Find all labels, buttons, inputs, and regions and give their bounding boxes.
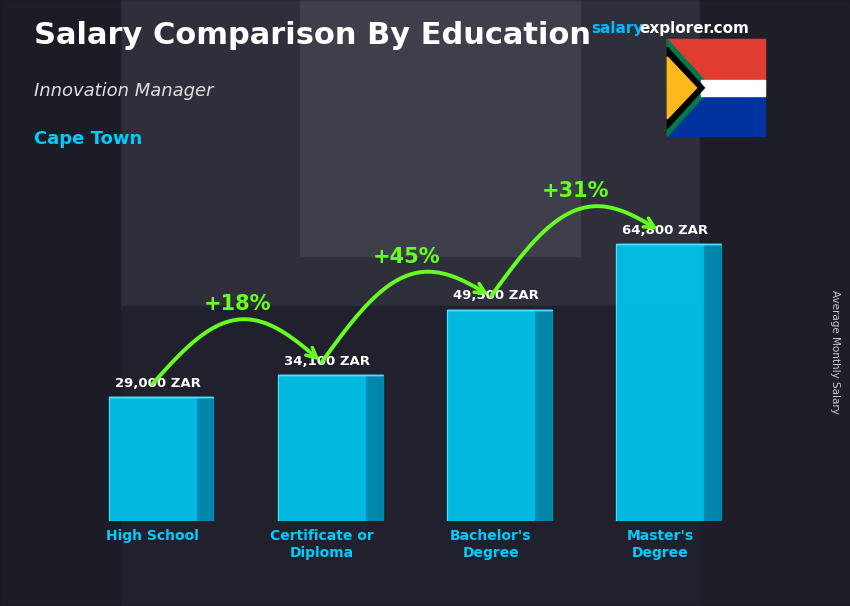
Bar: [667, 88, 765, 136]
Bar: [0, 0, 850, 306]
Text: 64,800 ZAR: 64,800 ZAR: [622, 224, 708, 236]
Text: +18%: +18%: [203, 295, 271, 315]
Text: +31%: +31%: [541, 181, 609, 201]
Text: Cape Town: Cape Town: [34, 130, 142, 148]
Text: 49,500 ZAR: 49,500 ZAR: [453, 289, 539, 302]
Bar: [0, 0, 120, 606]
Text: salary: salary: [591, 21, 643, 36]
Polygon shape: [278, 376, 366, 521]
Polygon shape: [704, 244, 721, 521]
Polygon shape: [447, 310, 535, 521]
Polygon shape: [667, 39, 711, 136]
Polygon shape: [109, 398, 196, 521]
Bar: [667, 39, 765, 88]
Bar: [700, 0, 850, 606]
Polygon shape: [667, 57, 697, 119]
Polygon shape: [366, 376, 382, 521]
Polygon shape: [535, 310, 552, 521]
Polygon shape: [667, 47, 705, 128]
Text: explorer: explorer: [639, 21, 711, 36]
Polygon shape: [616, 244, 704, 521]
Text: Innovation Manager: Innovation Manager: [34, 82, 213, 100]
Bar: [0, 306, 850, 606]
Bar: [701, 80, 765, 96]
Text: 29,000 ZAR: 29,000 ZAR: [115, 376, 201, 390]
Text: .com: .com: [709, 21, 750, 36]
Text: 34,100 ZAR: 34,100 ZAR: [284, 355, 370, 368]
Polygon shape: [196, 398, 213, 521]
Text: Average Monthly Salary: Average Monthly Salary: [830, 290, 840, 413]
Bar: [300, 0, 580, 256]
Text: +45%: +45%: [372, 247, 440, 267]
Text: Salary Comparison By Education: Salary Comparison By Education: [34, 21, 591, 50]
